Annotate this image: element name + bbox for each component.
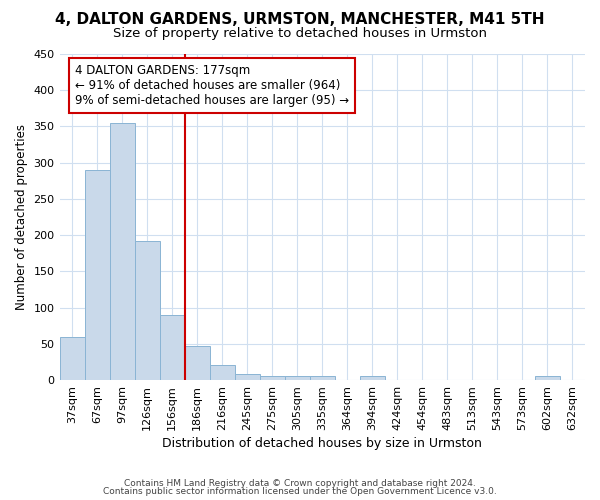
- Text: Contains public sector information licensed under the Open Government Licence v3: Contains public sector information licen…: [103, 487, 497, 496]
- Bar: [110, 123, 134, 380]
- Y-axis label: Number of detached properties: Number of detached properties: [15, 124, 28, 310]
- Text: 4, DALTON GARDENS, URMSTON, MANCHESTER, M41 5TH: 4, DALTON GARDENS, URMSTON, MANCHESTER, …: [55, 12, 545, 28]
- Bar: [535, 376, 560, 380]
- Bar: [360, 376, 385, 380]
- Bar: [235, 374, 260, 380]
- Text: Contains HM Land Registry data © Crown copyright and database right 2024.: Contains HM Land Registry data © Crown c…: [124, 478, 476, 488]
- Bar: [185, 346, 209, 380]
- Bar: [285, 376, 310, 380]
- Bar: [134, 241, 160, 380]
- Bar: [85, 170, 110, 380]
- Bar: [310, 376, 335, 380]
- X-axis label: Distribution of detached houses by size in Urmston: Distribution of detached houses by size …: [163, 437, 482, 450]
- Text: 4 DALTON GARDENS: 177sqm
← 91% of detached houses are smaller (964)
9% of semi-d: 4 DALTON GARDENS: 177sqm ← 91% of detach…: [76, 64, 349, 107]
- Bar: [160, 315, 185, 380]
- Text: Size of property relative to detached houses in Urmston: Size of property relative to detached ho…: [113, 28, 487, 40]
- Bar: [260, 376, 285, 380]
- Bar: [209, 365, 235, 380]
- Bar: [59, 336, 85, 380]
